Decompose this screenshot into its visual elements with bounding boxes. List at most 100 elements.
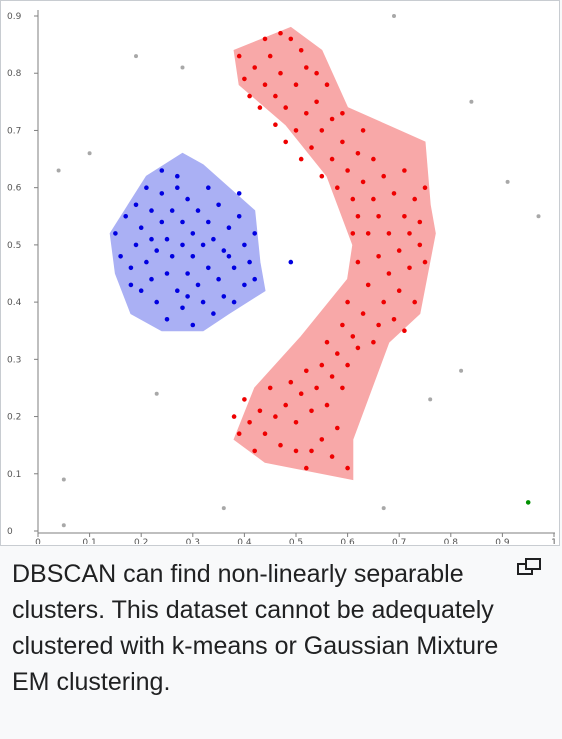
noise-point bbox=[87, 151, 92, 156]
cluster_1-point bbox=[200, 299, 206, 305]
y-tick-label: 0 bbox=[7, 527, 13, 537]
cluster_1-point bbox=[190, 322, 196, 328]
cluster_2-point bbox=[273, 122, 278, 127]
cluster_2-point bbox=[365, 231, 371, 236]
cluster_1-point bbox=[128, 282, 134, 288]
cluster_2-point bbox=[278, 70, 283, 76]
cluster_2-point bbox=[345, 299, 350, 305]
cluster_1-point bbox=[128, 265, 134, 271]
cluster_1-point bbox=[185, 196, 190, 202]
cluster_2-point bbox=[417, 219, 423, 225]
cluster_2-point bbox=[314, 385, 319, 391]
cluster_1-point bbox=[252, 231, 257, 236]
cluster_1-point bbox=[206, 185, 211, 190]
cluster_2-point bbox=[340, 322, 345, 328]
cluster_2-point bbox=[386, 271, 392, 276]
y-tick-label: 0.6 bbox=[7, 184, 22, 194]
cluster_2-point bbox=[319, 128, 325, 133]
cluster_2-point bbox=[283, 105, 289, 110]
cluster_2-point bbox=[298, 391, 304, 397]
cluster_2-point bbox=[304, 111, 309, 116]
cluster_1-point bbox=[247, 259, 252, 265]
noise-point bbox=[459, 368, 464, 373]
cluster_2-point bbox=[355, 259, 361, 265]
cluster_2-point bbox=[335, 185, 340, 190]
cluster_1-point bbox=[118, 254, 123, 259]
cluster_1-point bbox=[133, 202, 139, 208]
cluster_2-point bbox=[391, 191, 397, 196]
cluster_1-point bbox=[185, 271, 190, 276]
cluster_1-point bbox=[159, 191, 165, 196]
cluster_2-point bbox=[340, 139, 345, 145]
cluster_2-point bbox=[371, 156, 376, 162]
cluster_1-point bbox=[206, 265, 211, 271]
cluster_2-point bbox=[329, 116, 335, 122]
cluster_1-point bbox=[175, 173, 180, 179]
cluster_2-point bbox=[335, 351, 340, 356]
figure-thumbnail[interactable]: 0 0.1 0.2 0.3 0.4 0.5 0.6 0.7 0.8 0.9 1 0 0.1 0.2 0.3 0… bbox=[0, 0, 560, 546]
x-tick-label: 0.6 bbox=[340, 538, 355, 544]
x-tick-label: 0.7 bbox=[392, 538, 406, 544]
cluster_1-point bbox=[133, 242, 139, 248]
cluster-hull-1 bbox=[109, 152, 266, 332]
cluster_1-point bbox=[169, 208, 175, 213]
cluster_1-point bbox=[138, 288, 144, 294]
cluster_2-point bbox=[350, 334, 356, 339]
cluster_1-point bbox=[211, 236, 216, 242]
cluster_1-point bbox=[206, 219, 211, 225]
cluster_1-point bbox=[236, 191, 242, 196]
cluster_2-point bbox=[236, 53, 242, 59]
cluster_2-point bbox=[417, 242, 423, 248]
cluster_1-point bbox=[164, 317, 170, 322]
y-tick-label: 0.7 bbox=[7, 126, 21, 136]
cluster_1-point bbox=[226, 254, 232, 259]
cluster_1-point bbox=[180, 305, 185, 311]
cluster_2-point bbox=[242, 397, 247, 402]
cluster_2-point bbox=[324, 402, 330, 408]
enlarge-icon[interactable] bbox=[514, 556, 546, 580]
cluster_2-point bbox=[360, 128, 366, 133]
cluster_1-point bbox=[288, 259, 294, 265]
cluster_2-point bbox=[304, 65, 309, 70]
cluster_2-point bbox=[402, 168, 407, 173]
cluster_2-point bbox=[371, 196, 376, 202]
y-tick-label: 0.2 bbox=[7, 413, 21, 423]
cluster_2-point bbox=[371, 339, 376, 345]
noise-point bbox=[536, 214, 541, 219]
y-tick-label: 0.1 bbox=[7, 470, 21, 480]
dbscan-scatter-plot: 0 0.1 0.2 0.3 0.4 0.5 0.6 0.7 0.8 0.9 1 0 0.1 0.2 0.3 0… bbox=[7, 10, 557, 544]
cluster_1-point bbox=[216, 202, 221, 208]
cluster_2-point bbox=[412, 196, 418, 202]
y-tick-label: 0.4 bbox=[7, 298, 22, 308]
noise-point bbox=[505, 179, 510, 184]
cluster_1-point bbox=[138, 225, 144, 230]
caption-text: DBSCAN can find non-linearly separable c… bbox=[12, 560, 499, 696]
cluster_2-point bbox=[381, 299, 387, 305]
cluster_1-point bbox=[242, 282, 247, 288]
cluster-hulls bbox=[109, 26, 436, 481]
cluster_2-point bbox=[319, 173, 325, 179]
cluster_2-point bbox=[329, 374, 335, 379]
noise-point bbox=[180, 65, 185, 70]
cluster_2-point bbox=[257, 105, 263, 110]
cluster_1-point bbox=[154, 299, 159, 305]
cluster_2-point bbox=[422, 185, 428, 190]
cluster_1-point bbox=[190, 231, 196, 236]
cluster_2-point bbox=[231, 414, 237, 419]
cluster_1-point bbox=[190, 254, 196, 259]
cluster_1-point bbox=[123, 214, 128, 219]
cluster_2-point bbox=[262, 36, 268, 42]
tick-marks: 0 0.1 0.2 0.3 0.4 0.5 0.6 0.7 0.8 0.9 1 0 0.1 0.2 0.3 0… bbox=[7, 12, 557, 544]
cluster_2-point bbox=[422, 259, 428, 265]
cluster_2-point bbox=[324, 82, 330, 87]
cluster_1-point bbox=[175, 288, 180, 294]
cluster_2-point bbox=[236, 431, 242, 437]
cluster_2-point bbox=[288, 379, 294, 385]
cluster_2-point bbox=[257, 408, 263, 414]
cluster_1-point bbox=[242, 242, 247, 248]
cluster_2-point bbox=[278, 442, 283, 448]
cluster_1-point bbox=[231, 265, 237, 271]
cluster_2-point bbox=[360, 311, 366, 316]
noise-point bbox=[381, 506, 386, 511]
cluster_1-point bbox=[180, 219, 185, 225]
